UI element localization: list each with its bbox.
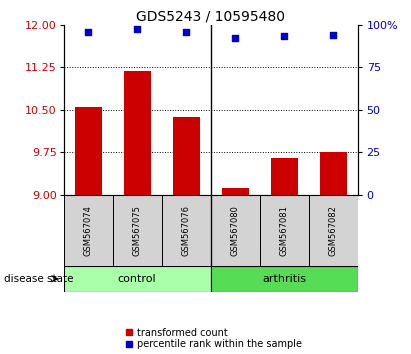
Bar: [124, 71, 151, 195]
Text: GSM567082: GSM567082: [328, 205, 337, 256]
Text: GSM567076: GSM567076: [182, 205, 191, 256]
Point: [232, 35, 238, 41]
Point: [183, 29, 189, 35]
Bar: [211, 195, 260, 266]
Bar: [64, 195, 113, 266]
Text: GSM567081: GSM567081: [279, 205, 289, 256]
Bar: [113, 195, 162, 266]
Text: arthritis: arthritis: [262, 274, 306, 284]
Text: control: control: [118, 274, 157, 284]
Text: GSM567074: GSM567074: [84, 205, 93, 256]
Bar: [64, 266, 210, 292]
Point: [134, 27, 141, 32]
Bar: [173, 116, 200, 195]
Bar: [162, 195, 211, 266]
Bar: [270, 158, 298, 195]
Point: [330, 32, 336, 38]
Bar: [75, 107, 102, 195]
Bar: [309, 195, 358, 266]
Bar: [211, 266, 358, 292]
Text: disease state: disease state: [4, 274, 74, 284]
Text: GSM567080: GSM567080: [231, 205, 240, 256]
Bar: [260, 195, 309, 266]
Text: GSM567075: GSM567075: [133, 205, 142, 256]
Legend: transformed count, percentile rank within the sample: transformed count, percentile rank withi…: [125, 328, 302, 349]
Point: [281, 33, 287, 39]
Point: [85, 29, 92, 34]
Title: GDS5243 / 10595480: GDS5243 / 10595480: [136, 10, 285, 24]
Bar: [320, 152, 346, 195]
Bar: [222, 188, 249, 195]
